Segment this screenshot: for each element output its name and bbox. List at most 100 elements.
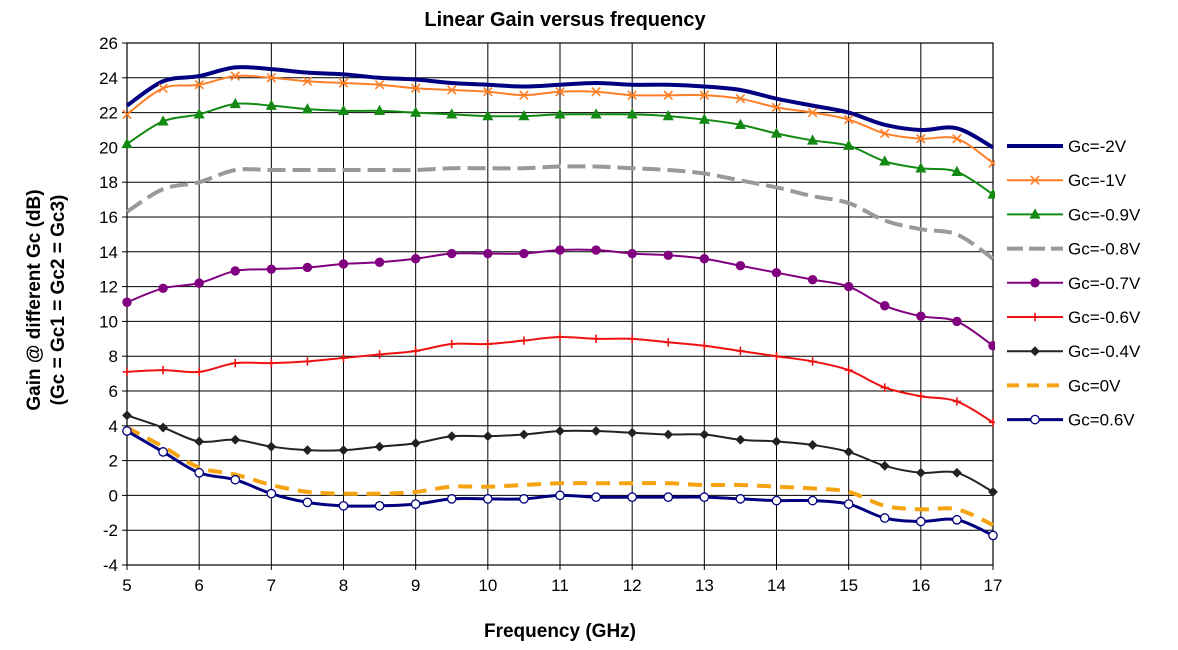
- data-point-x: [158, 83, 168, 94]
- data-point-triangle: [229, 97, 241, 109]
- data-point-circle: [880, 301, 890, 311]
- data-point-triangle: [590, 108, 602, 119]
- data-point-plus: [447, 339, 456, 349]
- x-tick-label: 14: [767, 576, 786, 595]
- data-point-x: [735, 93, 746, 104]
- data-point-triangle: [337, 104, 350, 116]
- series-Gc=-1V: [122, 71, 998, 168]
- data-point-circle: [230, 266, 240, 276]
- data-point-triangle: [554, 108, 566, 119]
- data-point-circle: [952, 316, 962, 327]
- x-tick-label: 12: [623, 576, 642, 595]
- data-point-diamond: [807, 440, 818, 450]
- data-point-diamond: [879, 460, 890, 471]
- series-Gc=-2V: [125, 65, 994, 150]
- data-point-x: [122, 109, 132, 120]
- data-point-circle: [519, 248, 529, 259]
- data-point-x: [663, 90, 674, 100]
- data-point-circle: [916, 311, 926, 321]
- data-point-open-circle: [915, 516, 926, 527]
- data-point-triangle: [265, 99, 277, 110]
- data-point-diamond: [663, 429, 674, 440]
- data-point-plus: [808, 357, 817, 366]
- data-point-circle: [338, 259, 349, 269]
- data-point-diamond: [771, 436, 782, 447]
- data-point-circle: [735, 261, 746, 271]
- data-point-x: [266, 73, 277, 83]
- data-point-triangle: [301, 103, 313, 114]
- data-point-diamond: [519, 429, 529, 440]
- data-point-circle: [194, 278, 204, 288]
- data-point-diamond: [158, 422, 168, 433]
- data-point-circle: [483, 248, 493, 259]
- data-point-x: [771, 102, 782, 113]
- x-tick-label: 13: [695, 576, 714, 595]
- data-point-x: [807, 107, 818, 118]
- legend-item: Gc=0V: [1007, 376, 1121, 395]
- data-point-open-circle: [519, 494, 529, 504]
- data-point-triangle: [446, 108, 458, 119]
- data-point-x: [338, 78, 349, 88]
- data-point-circle: [266, 264, 277, 274]
- data-point-circle: [627, 248, 637, 259]
- x-axis-label: Frequency (GHz): [484, 621, 636, 642]
- y-axis-label: Gain @ different Gc (dB): [24, 189, 45, 410]
- data-point-x: [591, 86, 601, 97]
- data-point-circle: [374, 257, 385, 267]
- legend-item: Gc=-0.7V: [1007, 274, 1141, 293]
- legend-label: Gc=-0.7V: [1068, 274, 1141, 293]
- series-Gc=-0.7V: [122, 245, 998, 351]
- data-point-open-circle: [194, 467, 205, 478]
- data-point-plus: [158, 365, 168, 375]
- data-point-diamond: [230, 434, 241, 445]
- data-point-diamond: [627, 427, 638, 438]
- legend-label: Gc=-0.8V: [1068, 240, 1141, 259]
- data-point-open-circle: [988, 530, 998, 541]
- y-tick-label: 18: [99, 173, 118, 192]
- data-point-diamond: [735, 434, 746, 445]
- data-point-circle: [663, 250, 673, 260]
- data-point-triangle: [662, 110, 674, 121]
- data-point-open-circle: [446, 494, 457, 504]
- series-group: [121, 65, 999, 541]
- series-line: [125, 65, 994, 150]
- data-point-triangle: [698, 113, 710, 124]
- series-Gc=-0.4V: [122, 410, 998, 497]
- y-tick-label: 8: [109, 347, 118, 366]
- series-Gc=-0.9V: [121, 97, 999, 199]
- legend: Gc=-2V Gc=-1V Gc=-0.9V Gc=-0.8V Gc=-0.7V Gc=-…: [995, 126, 1178, 442]
- data-point-circle: [699, 254, 710, 264]
- y-tick-label: 14: [99, 243, 118, 262]
- data-point-triangle: [410, 106, 422, 117]
- legend-label: Gc=-0.4V: [1068, 342, 1141, 361]
- data-point-x: [483, 86, 493, 97]
- y-tick-label: -2: [103, 521, 118, 540]
- data-point-plus: [700, 341, 709, 350]
- data-point-triangle: [157, 115, 169, 126]
- data-point-diamond: [302, 445, 313, 456]
- data-point-x: [555, 86, 565, 97]
- data-point-x: [302, 76, 313, 87]
- series-Gc=0V: [126, 425, 994, 527]
- data-point-x: [879, 128, 890, 139]
- data-point-x: [952, 133, 962, 144]
- data-point-triangle: [626, 108, 638, 119]
- series-line: [125, 164, 995, 261]
- data-point-triangle: [1029, 208, 1041, 219]
- data-point-plus: [1030, 312, 1040, 322]
- data-point-plus: [411, 346, 420, 356]
- data-point-diamond: [194, 436, 205, 447]
- y-tick-label: 26: [99, 34, 118, 53]
- data-point-triangle: [121, 137, 133, 149]
- data-point-triangle: [734, 118, 746, 129]
- data-point-open-circle: [410, 499, 421, 509]
- data-point-x: [194, 79, 204, 90]
- data-point-triangle: [951, 165, 963, 176]
- data-point-x: [1030, 175, 1040, 185]
- data-point-circle: [807, 274, 818, 285]
- legend-item: Gc=-1V: [1007, 171, 1127, 190]
- data-point-triangle: [915, 162, 927, 173]
- chart-title: Linear Gain versus frequency: [424, 9, 706, 31]
- data-point-diamond: [338, 445, 349, 456]
